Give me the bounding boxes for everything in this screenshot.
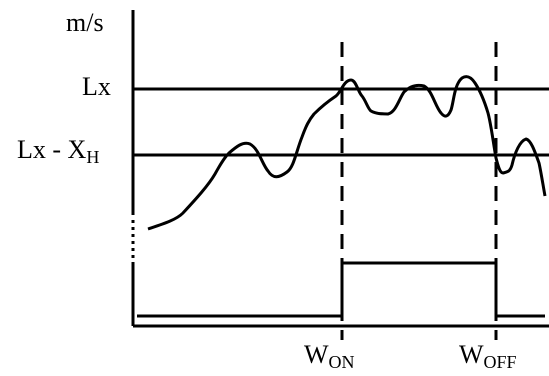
w-on-label: WON	[304, 340, 355, 372]
w-off-subscript: OFF	[483, 352, 517, 372]
lx-minus-xh-text: Lx - X	[17, 135, 87, 164]
w-off-label: WOFF	[459, 340, 517, 372]
w-on-subscript: ON	[328, 352, 355, 372]
w-on-text: W	[304, 340, 329, 369]
w-off-text: W	[459, 340, 484, 369]
switch-signal	[137, 261, 545, 318]
y-axis-unit-label: m/s	[66, 8, 104, 37]
lx-minus-xh-level-label: Lx - XH	[17, 135, 100, 167]
lx-minus-xh-subscript: H	[86, 147, 100, 167]
lx-level-label: Lx	[82, 72, 111, 101]
speed-curve	[147, 75, 547, 231]
